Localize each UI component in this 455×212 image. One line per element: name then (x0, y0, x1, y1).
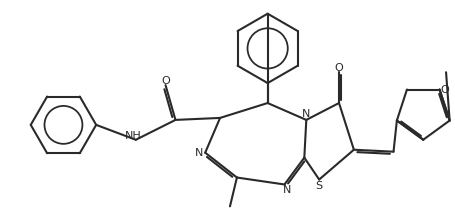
Text: S: S (316, 181, 323, 191)
Text: O: O (161, 76, 170, 86)
Text: NH: NH (125, 131, 142, 141)
Text: N: N (195, 148, 203, 158)
Text: O: O (334, 63, 344, 73)
Text: O: O (440, 85, 450, 95)
Text: N: N (283, 185, 291, 195)
Text: N: N (302, 109, 310, 120)
